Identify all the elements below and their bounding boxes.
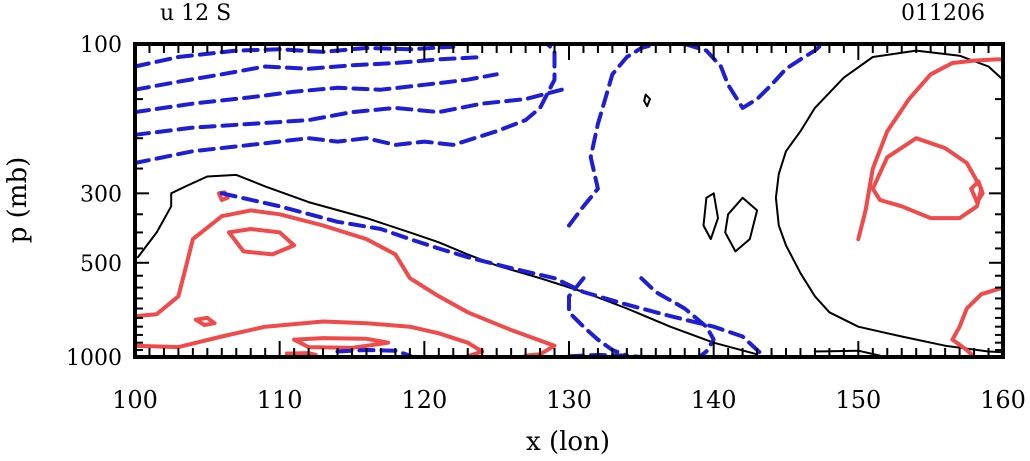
contour-positive-1: [133, 319, 485, 359]
contour-zero-4: [702, 192, 719, 241]
y-axis-label: p (mb): [3, 157, 33, 244]
contour-zero-5: [643, 93, 651, 108]
y-tick-label: 500: [80, 252, 122, 277]
contour-positive-0: [133, 208, 557, 358]
contour-negative-7: [682, 42, 825, 110]
header-left-label: u 12 S: [160, 1, 231, 26]
contour-positive-7: [856, 57, 1005, 242]
plot-frame: [133, 42, 1005, 359]
x-tick-label: 110: [257, 386, 303, 414]
x-tick-label: 160: [980, 386, 1026, 414]
x-tick-labels: 100 110 120 130 140 150 160: [112, 386, 1026, 414]
y-tick-label: 100: [80, 33, 122, 58]
contour-negative-1: [133, 55, 485, 92]
contour-negative-4: [133, 42, 557, 165]
contour-zero-3: [724, 196, 759, 253]
x-tick-label: 100: [112, 386, 158, 414]
y-tick-label: 300: [80, 182, 122, 207]
contour-negative-9: [639, 276, 716, 359]
contour-negative-2: [133, 72, 499, 115]
contour-positive-3: [292, 336, 391, 350]
header-right-label: 011206: [901, 1, 985, 26]
contour-negative-5: [219, 191, 767, 359]
x-tick-label: 130: [546, 386, 592, 414]
y-tick-label: 1000: [66, 346, 122, 371]
contour-negative-0: [133, 44, 456, 69]
contour-positive-10: [969, 179, 985, 205]
contour-lines: [133, 42, 1005, 359]
contour-zero-1: [813, 349, 881, 357]
contour-negative-6: [567, 42, 658, 228]
contour-negative-10: [335, 348, 412, 358]
contour-positive-4: [284, 351, 318, 358]
contour-positive-9: [870, 136, 984, 221]
contour-positive-5: [193, 315, 217, 327]
x-tick-label: 120: [401, 386, 447, 414]
contour-positive-8: [950, 285, 1005, 359]
y-tick-labels: 100 300 500 1000: [66, 33, 122, 371]
x-tick-label: 140: [691, 386, 737, 414]
x-tick-label: 150: [835, 386, 881, 414]
contour-zero-0: [136, 173, 759, 356]
x-axis-label: x (lon): [526, 427, 610, 457]
contour-positive-2: [227, 227, 297, 257]
contour-negative-3: [133, 87, 564, 137]
